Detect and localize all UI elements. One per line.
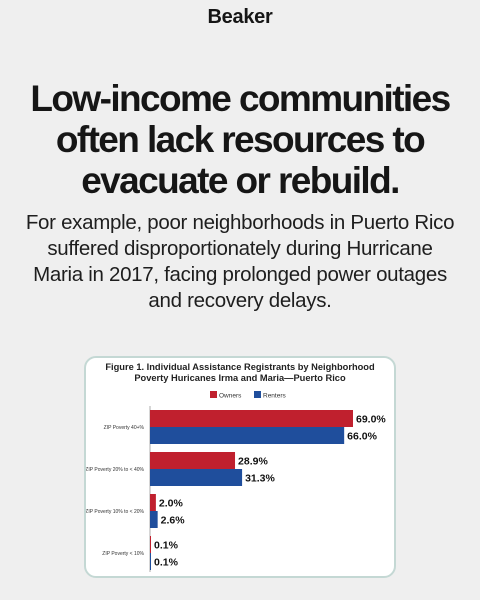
bar-renters <box>150 469 243 486</box>
data-label: 0.1% <box>154 557 179 569</box>
bar-owners <box>150 536 151 553</box>
headline: Low-income communities often lack resour… <box>0 78 480 201</box>
chart-title: Poverty Huricanes Irma and Maria—Puerto … <box>134 373 346 383</box>
data-label: 66.0% <box>347 431 377 443</box>
data-label: 2.6% <box>161 515 186 527</box>
bar-owners <box>150 494 156 511</box>
data-label: 69.0% <box>356 414 386 426</box>
category-label: ZIP Poverty 40+% <box>104 425 145 431</box>
legend-label: Owners <box>219 393 242 400</box>
legend-swatch <box>210 391 217 398</box>
data-label: 31.3% <box>245 473 275 485</box>
category-label: ZIP Poverty 10% to < 20% <box>86 509 145 515</box>
bar-renters <box>150 427 345 444</box>
brand-logo: Beaker <box>207 6 273 28</box>
bar-renters <box>150 511 158 528</box>
bar-renters <box>150 553 151 570</box>
figure-card: Figure 1. Individual Assistance Registra… <box>84 356 396 578</box>
legend-swatch <box>254 391 261 398</box>
category-label: ZIP Poverty < 10% <box>102 551 144 557</box>
headline-line: often lack resources to <box>55 119 426 160</box>
bar-owners <box>150 452 236 469</box>
headline-line: Low-income communities <box>30 78 451 119</box>
data-label: 2.0% <box>159 498 184 510</box>
body-text: For example, poor neighborhoods in Puert… <box>25 211 455 312</box>
data-label: 28.9% <box>238 456 268 468</box>
data-label: 0.1% <box>154 540 179 552</box>
bar-owners <box>150 410 353 427</box>
category-label: ZIP Poverty 20% to < 40% <box>86 467 145 473</box>
bar-chart: Figure 1. Individual Assistance Registra… <box>86 362 386 572</box>
chart-title: Figure 1. Individual Assistance Registra… <box>105 362 375 372</box>
headline-line: evacuate or rebuild. <box>81 160 400 201</box>
legend-label: Renters <box>263 393 287 400</box>
